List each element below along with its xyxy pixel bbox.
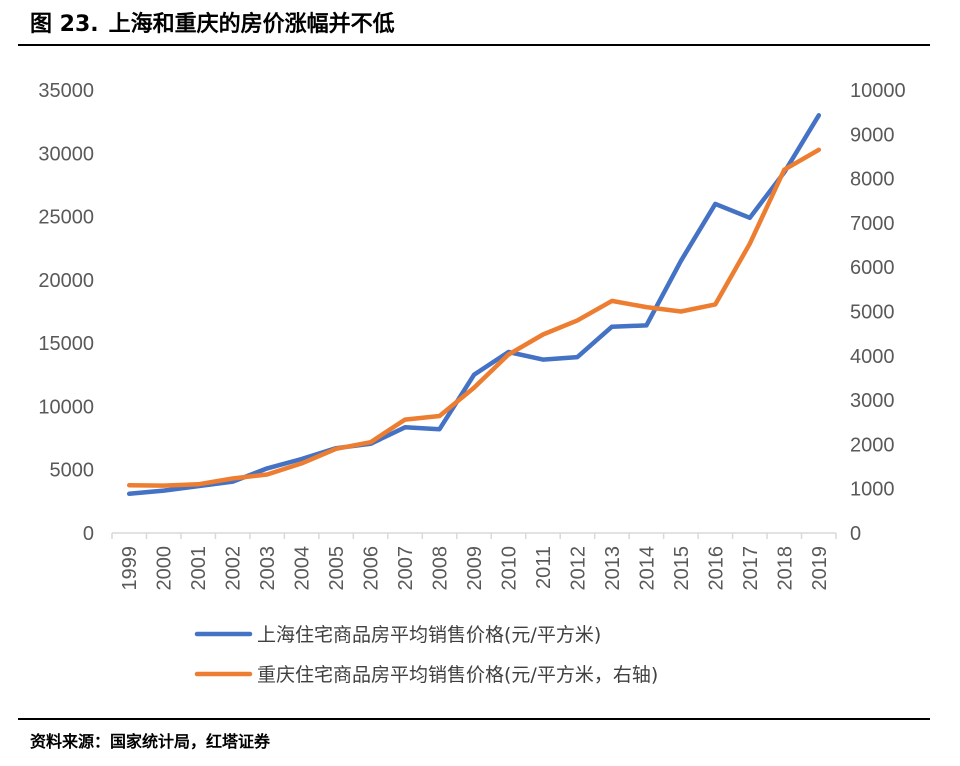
- figure-number: 图 23.: [30, 12, 99, 37]
- legend: 上海住宅商品房平均销售价格(元/平方米) 重庆住宅商品房平均销售价格(元/平方米，…: [194, 624, 658, 686]
- x-tick-label: 2007: [395, 546, 417, 591]
- x-tick-label: 2014: [636, 546, 658, 591]
- y-right-tick-label: 2000: [850, 434, 895, 456]
- y-right-tick-label: 10000: [850, 80, 906, 102]
- y-left-tick-label: 10000: [38, 396, 94, 418]
- x-tick-label: 2002: [223, 546, 245, 591]
- y-right-tick-label: 6000: [850, 257, 895, 279]
- legend-label-2: 重庆住宅商品房平均销售价格(元/平方米，右轴): [257, 664, 658, 686]
- x-tick-label: 2004: [292, 546, 314, 591]
- series-layer: [126, 113, 822, 497]
- y-left-tick-label: 30000: [38, 143, 94, 165]
- x-tick-label: 2000: [154, 546, 176, 591]
- y-right-tick-label: 7000: [850, 213, 895, 235]
- x-tick-label: 2013: [602, 546, 624, 591]
- y-right-tick-label: 4000: [850, 346, 895, 368]
- y-right-tick-label: 3000: [850, 390, 895, 412]
- x-tick-label: 2012: [567, 546, 589, 591]
- x-tick-label: 2010: [498, 546, 520, 591]
- y-axis-left: 0 5000 10000 15000 20000 25000 30000 35000: [38, 80, 94, 545]
- x-tick-label: 2011: [533, 546, 555, 589]
- figure-title-text: 上海和重庆的房价涨幅并不低: [108, 12, 395, 37]
- x-tick-label: 1999: [119, 546, 141, 591]
- figure-title: 图 23. 上海和重庆的房价涨幅并不低: [30, 8, 395, 42]
- y-right-tick-label: 5000: [850, 302, 895, 324]
- x-tick-label: 2001: [188, 546, 210, 591]
- legend-label-1: 上海住宅商品房平均销售价格(元/平方米): [257, 624, 601, 646]
- x-tick-label: 2015: [671, 546, 693, 591]
- x-tick-label: 2017: [740, 546, 762, 591]
- y-right-tick-label: 1000: [850, 479, 895, 501]
- x-tick-label: 2005: [326, 546, 348, 591]
- y-left-tick-label: 25000: [38, 207, 94, 229]
- x-tick-label: 2003: [257, 546, 279, 591]
- series-line-2: [126, 147, 822, 488]
- y-left-tick-label: 15000: [38, 333, 94, 355]
- y-right-tick-label: 0: [850, 523, 861, 545]
- x-axis: 1999 2000 2001 2002 2003 2004 2005 2006 2007 2008…: [111, 533, 837, 591]
- y-left-tick-label: 0: [83, 523, 94, 545]
- source-note: 资料来源：国家统计局，红塔证券: [30, 732, 271, 751]
- y-left-tick-label: 35000: [38, 80, 94, 102]
- top-rule: [18, 44, 930, 46]
- y-right-tick-label: 8000: [850, 169, 895, 191]
- x-tick-label: 2018: [774, 546, 796, 591]
- y-left-tick-label: 20000: [38, 270, 94, 292]
- x-tick-label: 2006: [361, 546, 383, 591]
- x-tick-label: 2008: [430, 546, 452, 591]
- y-right-tick-label: 9000: [850, 124, 895, 146]
- x-tick-label: 2019: [809, 546, 831, 591]
- x-tick-label: 2016: [705, 546, 727, 591]
- bottom-rule: [18, 718, 930, 720]
- y-left-tick-label: 5000: [50, 460, 95, 482]
- y-axis-right: 0 1000 2000 3000 4000 5000 6000 7000 8000 9000 100…: [850, 80, 906, 545]
- x-tick-label: 2009: [464, 546, 486, 591]
